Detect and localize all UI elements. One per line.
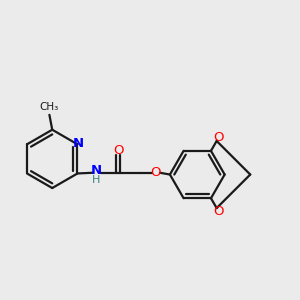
Text: CH₃: CH₃ [40, 102, 59, 112]
Text: O: O [113, 143, 123, 157]
Text: O: O [150, 166, 161, 179]
Text: N: N [73, 137, 84, 150]
Text: H: H [92, 175, 100, 184]
Text: O: O [213, 205, 223, 218]
Text: N: N [90, 164, 101, 177]
Text: O: O [213, 131, 223, 144]
